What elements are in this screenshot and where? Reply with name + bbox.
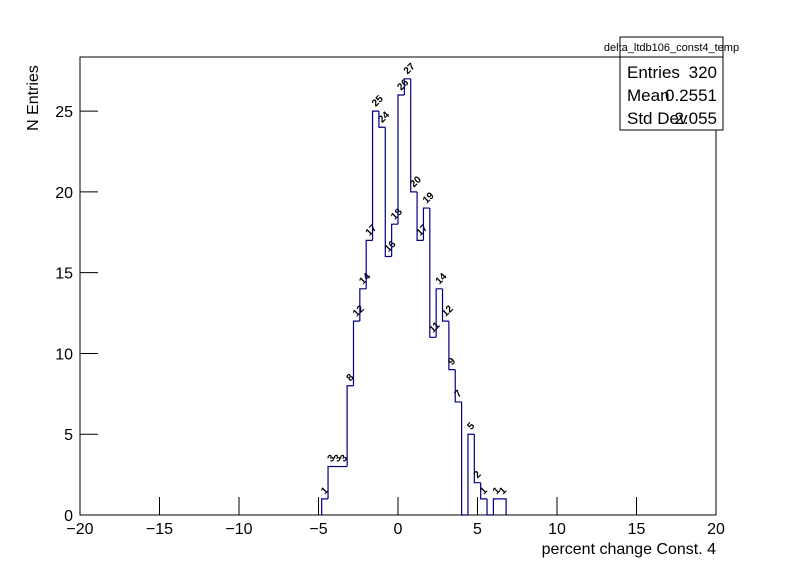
histogram-bin [397, 94, 405, 225]
value-label: 1 [319, 485, 331, 497]
stats-key: Mean [627, 86, 670, 105]
histogram-bin [461, 401, 468, 516]
histogram-bin [435, 288, 443, 338]
histogram-bin [321, 498, 329, 515]
histogram-bin [378, 111, 386, 128]
value-label: 17 [364, 223, 380, 239]
y-tick-label: 20 [55, 185, 73, 202]
value-label: 1 [478, 485, 490, 497]
value-label: 14 [434, 271, 450, 287]
histogram-bin [365, 239, 373, 289]
histogram-bin [327, 465, 335, 499]
histogram-bin [384, 127, 392, 258]
histogram-bin [422, 207, 430, 241]
y-tick-label: 25 [55, 104, 73, 121]
histogram-bin [391, 223, 398, 257]
value-label: 18 [389, 206, 405, 222]
histogram-bin [473, 434, 481, 484]
histogram-bin [467, 433, 475, 515]
x-tick-label: −20 [66, 521, 93, 538]
histogram-bin [410, 78, 418, 193]
histogram-bin [480, 482, 488, 500]
value-label: 27 [402, 61, 418, 77]
value-label: 14 [357, 271, 373, 287]
x-tick-label: −5 [309, 521, 327, 538]
x-tick-label: −10 [225, 521, 252, 538]
histogram-bin [359, 288, 367, 322]
x-tick-label: 20 [707, 521, 725, 538]
stats-box: delta_ltdb106_const4_temp Entries 320 Me… [604, 36, 739, 131]
y-tick-label: 5 [64, 427, 73, 444]
stats-value: 2.055 [674, 109, 717, 128]
value-label: 8 [345, 372, 357, 384]
histogram-bin [448, 321, 456, 371]
histogram-bin [499, 498, 507, 515]
value-label: 26 [396, 77, 412, 93]
value-label: 7 [453, 388, 465, 400]
value-label: 19 [421, 190, 437, 206]
histogram-bin [346, 385, 354, 467]
stats-key: Entries [627, 63, 680, 82]
x-tick-label: −15 [146, 521, 173, 538]
x-tick-label: 5 [473, 521, 482, 538]
y-tick-label: 0 [64, 508, 73, 525]
value-label: 9 [446, 356, 458, 368]
histogram-bin [429, 208, 437, 338]
histogram-bin [371, 110, 379, 241]
x-tick-label: 15 [628, 521, 646, 538]
histogram-bin [486, 498, 494, 516]
histogram-bin [454, 369, 462, 403]
histogram-bin [416, 191, 424, 241]
value-label: 25 [370, 93, 386, 109]
stats-title: delta_ltdb106_const4_temp [604, 42, 739, 54]
histogram-bin [492, 498, 500, 515]
value-label: 12 [351, 303, 367, 319]
histogram-bin [441, 288, 449, 322]
y-tick-label: 10 [55, 346, 73, 363]
value-label: 5 [465, 420, 477, 432]
value-label: 2 [472, 469, 484, 481]
histogram-bin [352, 320, 360, 386]
stats-frame [619, 36, 724, 131]
x-tick-label: 10 [548, 521, 566, 538]
y-tick-label: 15 [55, 266, 73, 283]
stats-value: 320 [689, 63, 717, 82]
y-axis-title: N Entries [25, 65, 42, 131]
histogram-bin [403, 78, 411, 95]
x-axis-title: percent change Const. 4 [542, 541, 716, 558]
x-tick-label: 0 [394, 521, 403, 538]
stats-value: 0.2551 [665, 86, 717, 105]
stats-key: Std Dev [627, 109, 688, 128]
